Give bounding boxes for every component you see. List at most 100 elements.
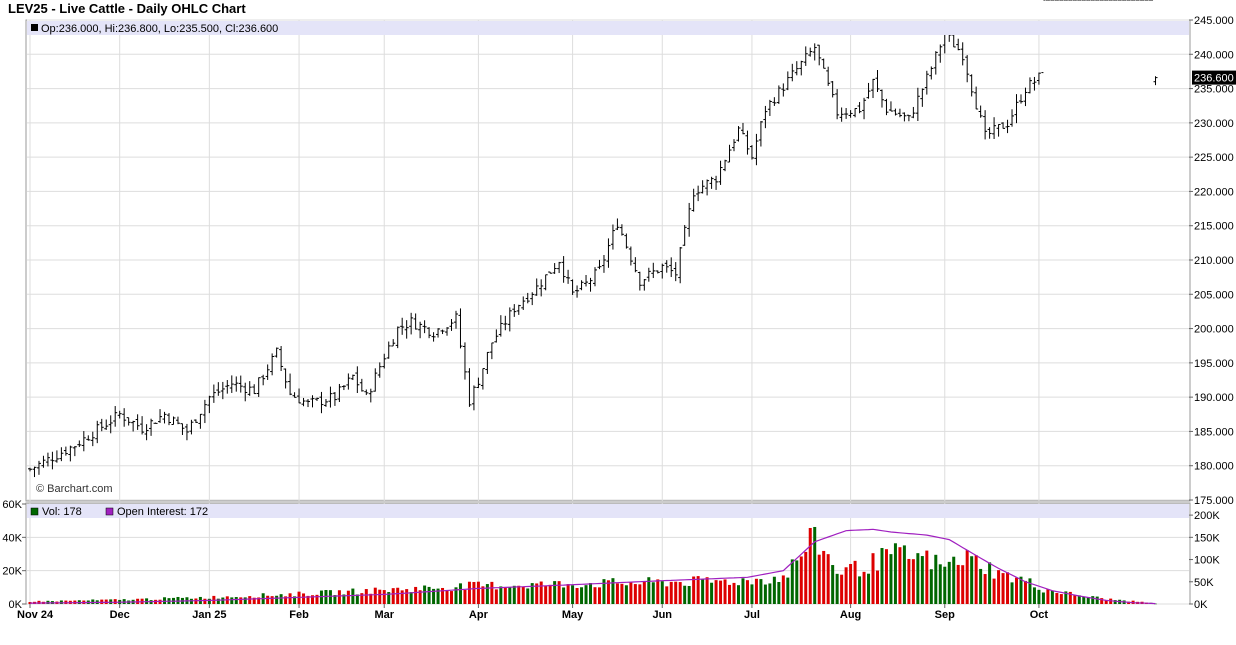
- volume-bar: [898, 547, 902, 604]
- volume-bar: [1055, 593, 1059, 604]
- volume-bar: [925, 550, 929, 604]
- volume-bar: [346, 590, 350, 604]
- volume-bar: [750, 584, 754, 604]
- volume-bar: [606, 580, 610, 604]
- ohlc-bar: [965, 55, 970, 83]
- volume-bar: [696, 576, 700, 604]
- volume-bar: [710, 582, 714, 604]
- ohlc-bar: [471, 385, 476, 411]
- volume-bar: [804, 551, 808, 604]
- volume-bar: [557, 581, 561, 604]
- ohlc-bar: [50, 451, 55, 470]
- volume-bar: [526, 588, 530, 604]
- ohlc-bar: [754, 133, 759, 166]
- volume-bar: [373, 587, 377, 604]
- ohlc-bar: [785, 71, 790, 91]
- price-panel: 175.000 180.000 185.000 190.000 195.000 200.0…: [25, 0, 1236, 507]
- volume-bar: [611, 578, 615, 604]
- ohlc-bar: [418, 321, 423, 339]
- volume-bar: [239, 597, 243, 604]
- ohlc-bar: [63, 446, 68, 456]
- volume-bar: [544, 585, 548, 604]
- x-tick-label: Nov 24: [17, 609, 54, 621]
- ohlc-bar: [902, 112, 907, 122]
- volume-bar: [566, 584, 570, 604]
- ohlc-bar: [745, 130, 750, 155]
- volume-bar: [754, 578, 758, 604]
- volume-bar: [943, 566, 947, 604]
- volume-bar: [553, 581, 557, 604]
- ohlc-bar: [696, 185, 701, 202]
- volume-bar: [970, 556, 974, 604]
- ohlc-bar: [395, 326, 400, 349]
- volume-bar: [467, 581, 471, 604]
- volume-bar: [176, 596, 180, 604]
- ohlc-bar: [135, 414, 140, 430]
- volume-bar: [476, 581, 480, 604]
- volume-bar: [535, 583, 539, 604]
- volume-bar: [458, 583, 462, 604]
- ohlc-bar: [884, 98, 889, 116]
- ohlc-bar: [857, 102, 862, 114]
- ohlc-bar: [207, 395, 212, 414]
- volume-bar: [1006, 572, 1010, 604]
- ohlc-bar: [77, 440, 82, 448]
- volume-bar: [1082, 596, 1086, 604]
- volume-bar: [584, 585, 588, 604]
- ohlc-bar: [812, 43, 817, 61]
- ohlc-bar: [548, 271, 553, 274]
- volume-bar: [633, 584, 637, 604]
- volume-bar: [893, 543, 897, 604]
- ohlc-bar: [521, 296, 526, 310]
- x-tick-label: Apr: [469, 609, 489, 621]
- price-y-tick-label: 210.000: [1194, 255, 1234, 267]
- ohlc-bar: [830, 81, 835, 98]
- volume-bar: [642, 581, 646, 604]
- volume-bar: [113, 599, 117, 604]
- volume-bar: [293, 596, 297, 604]
- x-tick-label: May: [562, 609, 584, 621]
- ohlc-bar: [610, 224, 615, 250]
- volume-bar: [705, 577, 709, 604]
- volume-bar: [884, 549, 888, 604]
- ohlc-bar: [687, 202, 692, 237]
- ohlc-bar: [888, 101, 893, 112]
- volume-y-tick-label: 60K: [2, 499, 22, 511]
- ohlc-bar: [655, 270, 660, 274]
- ohlc-bar: [561, 256, 566, 283]
- volume-bar: [934, 554, 938, 604]
- x-tick-label: Aug: [840, 609, 861, 621]
- volume-bar: [364, 589, 368, 604]
- ohlc-bar: [978, 105, 983, 118]
- ohlc-bar: [359, 378, 364, 392]
- volume-bar: [902, 545, 906, 604]
- ohlc-bar: [386, 341, 391, 359]
- volume-bar: [427, 586, 431, 604]
- volume-bar: [369, 593, 373, 604]
- ohlc-bar: [68, 445, 73, 462]
- ohlc-bar: [606, 238, 611, 268]
- volume-bar: [938, 564, 942, 604]
- volume-bar: [597, 587, 601, 604]
- volume-bar: [929, 569, 933, 604]
- ohlc-bar: [817, 44, 822, 66]
- ohlc-bar: [108, 415, 113, 434]
- volume-bar: [728, 584, 732, 604]
- ohlc-bar: [404, 320, 409, 339]
- ohlc-bar: [808, 47, 813, 57]
- x-axis: Nov 24 Dec Jan 25 Feb Mar Apr May Jun Jul Aug Sep O…: [17, 604, 1048, 621]
- ohlc-bar: [709, 176, 714, 189]
- oi-y-tick-label: 150K: [1194, 532, 1220, 544]
- ohlc-bar: [615, 218, 620, 231]
- ohlc-bar: [355, 366, 360, 394]
- ohlc-bar: [445, 327, 450, 336]
- volume-bar: [324, 590, 328, 604]
- ohlc-bar: [301, 397, 306, 407]
- volume-bar: [678, 582, 682, 604]
- ohlc-bar: [229, 375, 234, 393]
- volume-bar: [521, 586, 525, 604]
- ohlc-bar: [189, 419, 194, 435]
- ohlc-bar: [265, 364, 270, 380]
- ohlc-bar: [184, 423, 189, 441]
- volume-bar: [1073, 595, 1077, 604]
